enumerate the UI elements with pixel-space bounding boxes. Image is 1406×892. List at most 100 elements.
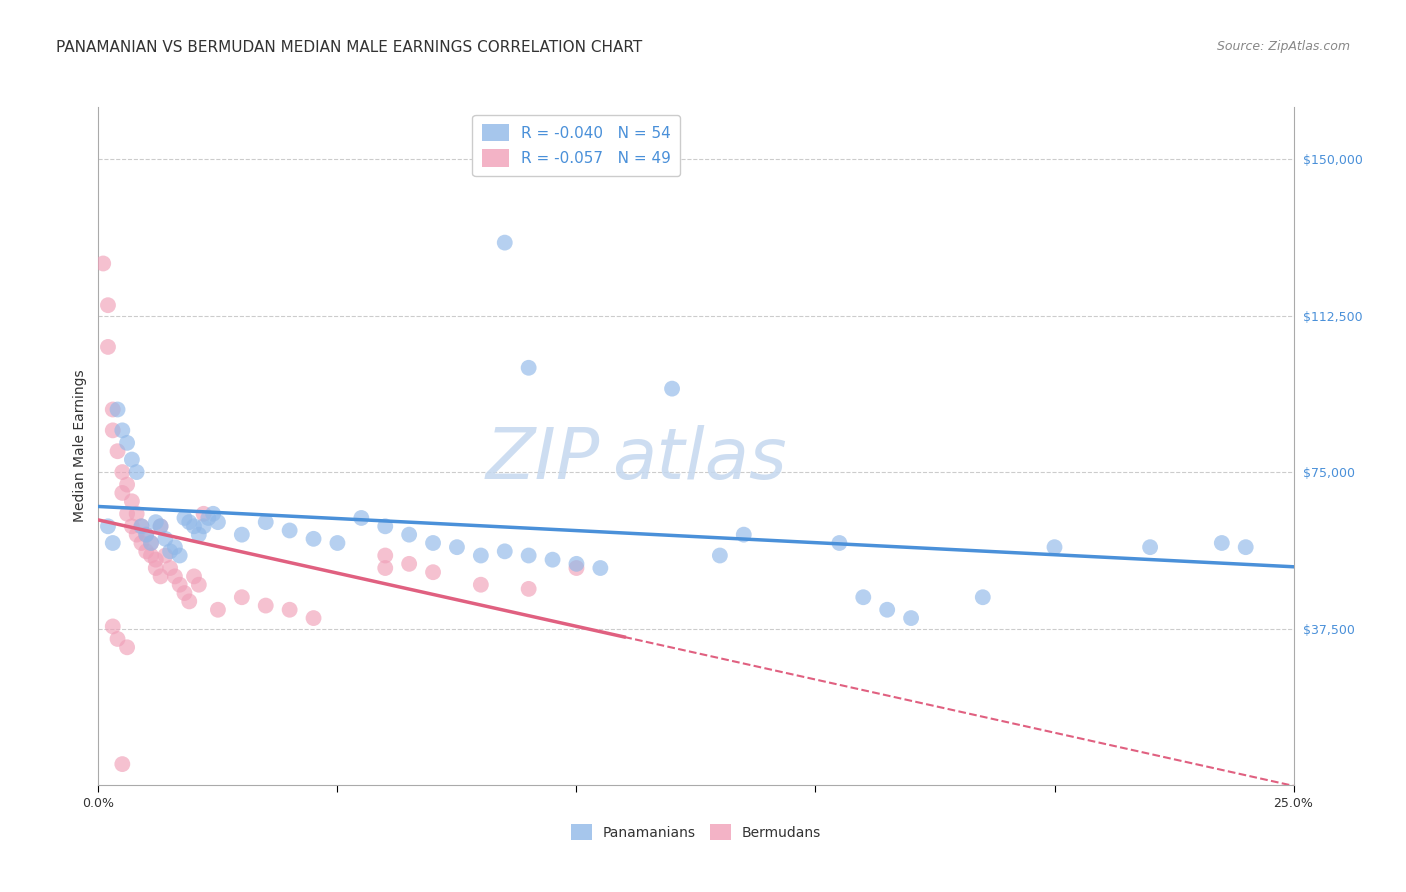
Point	[131, 536, 153, 550]
Point	[446, 540, 468, 554]
Point	[197, 511, 219, 525]
Point	[149, 519, 172, 533]
Point	[202, 507, 225, 521]
Legend: Panamanians, Bermudans: Panamanians, Bermudans	[565, 819, 827, 846]
Text: ZIP: ZIP	[486, 425, 600, 494]
Point	[207, 515, 229, 529]
Point	[169, 549, 191, 563]
Point	[193, 519, 215, 533]
Point	[111, 757, 134, 772]
Point	[422, 536, 444, 550]
Point	[193, 507, 215, 521]
Point	[111, 486, 134, 500]
Point	[159, 561, 181, 575]
Point	[145, 552, 167, 566]
Point	[972, 591, 994, 605]
Point	[131, 519, 153, 533]
Point	[101, 423, 124, 437]
Point	[494, 544, 516, 558]
Point	[139, 536, 162, 550]
Point	[115, 435, 138, 450]
Point	[125, 527, 148, 541]
Point	[1043, 540, 1066, 554]
Point	[565, 557, 588, 571]
Point	[121, 494, 143, 508]
Point	[1211, 536, 1233, 550]
Point	[517, 582, 540, 596]
Point	[852, 591, 875, 605]
Y-axis label: Median Male Earnings: Median Male Earnings	[73, 369, 87, 523]
Point	[278, 603, 301, 617]
Point	[135, 527, 157, 541]
Point	[163, 569, 186, 583]
Point	[231, 527, 253, 541]
Point	[302, 532, 325, 546]
Point	[828, 536, 851, 550]
Text: PANAMANIAN VS BERMUDAN MEDIAN MALE EARNINGS CORRELATION CHART: PANAMANIAN VS BERMUDAN MEDIAN MALE EARNI…	[56, 40, 643, 55]
Point	[398, 527, 420, 541]
Point	[131, 519, 153, 533]
Point	[111, 465, 134, 479]
Text: Source: ZipAtlas.com: Source: ZipAtlas.com	[1216, 40, 1350, 54]
Point	[97, 298, 120, 312]
Point	[187, 527, 209, 541]
Point	[115, 640, 138, 655]
Point	[254, 515, 277, 529]
Point	[179, 594, 201, 608]
Point	[115, 477, 138, 491]
Point	[145, 561, 167, 575]
Point	[541, 552, 564, 566]
Point	[374, 519, 396, 533]
Point	[494, 235, 516, 250]
Point	[517, 360, 540, 375]
Point	[163, 540, 186, 554]
Point	[97, 340, 120, 354]
Point	[183, 519, 205, 533]
Point	[589, 561, 612, 575]
Point	[155, 549, 177, 563]
Text: atlas: atlas	[613, 425, 787, 494]
Point	[159, 544, 181, 558]
Point	[121, 519, 143, 533]
Point	[254, 599, 277, 613]
Point	[326, 536, 349, 550]
Point	[470, 578, 492, 592]
Point	[231, 591, 253, 605]
Point	[107, 402, 129, 417]
Point	[207, 603, 229, 617]
Point	[145, 515, 167, 529]
Point	[350, 511, 373, 525]
Point	[91, 256, 114, 270]
Point	[155, 532, 177, 546]
Point	[565, 561, 588, 575]
Point	[470, 549, 492, 563]
Point	[733, 527, 755, 541]
Point	[187, 578, 209, 592]
Point	[139, 549, 162, 563]
Point	[302, 611, 325, 625]
Point	[135, 527, 157, 541]
Point	[111, 423, 134, 437]
Point	[107, 444, 129, 458]
Point	[876, 603, 898, 617]
Point	[121, 452, 143, 467]
Point	[517, 549, 540, 563]
Point	[125, 507, 148, 521]
Point	[1234, 540, 1257, 554]
Point	[173, 586, 195, 600]
Point	[135, 544, 157, 558]
Point	[661, 382, 683, 396]
Point	[149, 519, 172, 533]
Point	[374, 561, 396, 575]
Point	[115, 507, 138, 521]
Point	[125, 465, 148, 479]
Point	[709, 549, 731, 563]
Point	[97, 519, 120, 533]
Point	[101, 536, 124, 550]
Point	[398, 557, 420, 571]
Point	[374, 549, 396, 563]
Point	[422, 565, 444, 579]
Point	[183, 569, 205, 583]
Point	[278, 524, 301, 538]
Point	[169, 578, 191, 592]
